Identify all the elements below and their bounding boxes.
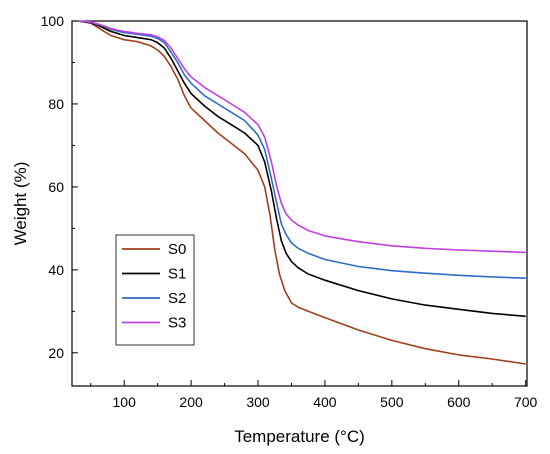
x-tick-label: 500: [380, 394, 404, 410]
x-axis-label: Temperature (°C): [234, 427, 365, 446]
x-tick-label: 200: [179, 394, 203, 410]
legend-box: [115, 234, 195, 346]
x-tick-label: 100: [113, 394, 137, 410]
legend-label-s3: S3: [168, 315, 186, 332]
legend-label-s2: S2: [168, 290, 186, 307]
legend-label-s0: S0: [168, 241, 186, 258]
x-tick-label: 400: [313, 394, 337, 410]
plot-area: [71, 20, 528, 387]
x-tick-label: 600: [447, 394, 471, 410]
series-lines: [77, 20, 526, 365]
y-tick-label: 60: [48, 179, 64, 195]
legend: S0 S1 S2 S3: [115, 234, 195, 346]
y-tick-label: 100: [41, 13, 65, 29]
series-line-s2: [77, 20, 526, 279]
y-tick-label: 80: [48, 96, 64, 112]
y-tick-label: 40: [48, 262, 64, 278]
plot-frame: [71, 20, 528, 387]
legend-label-s1: S1: [168, 266, 186, 283]
series-line-s3: [77, 20, 526, 254]
x-tick-label: 700: [514, 394, 538, 410]
x-tick-label: 300: [246, 394, 270, 410]
y-axis-label: Weight (%): [11, 162, 30, 246]
series-line-s1: [77, 20, 526, 318]
axis-ticks: 100 200 300 400 500 600 700 20 40 60 80 100: [41, 13, 538, 410]
y-tick-label: 20: [48, 345, 64, 361]
series-line-s0: [77, 20, 526, 365]
